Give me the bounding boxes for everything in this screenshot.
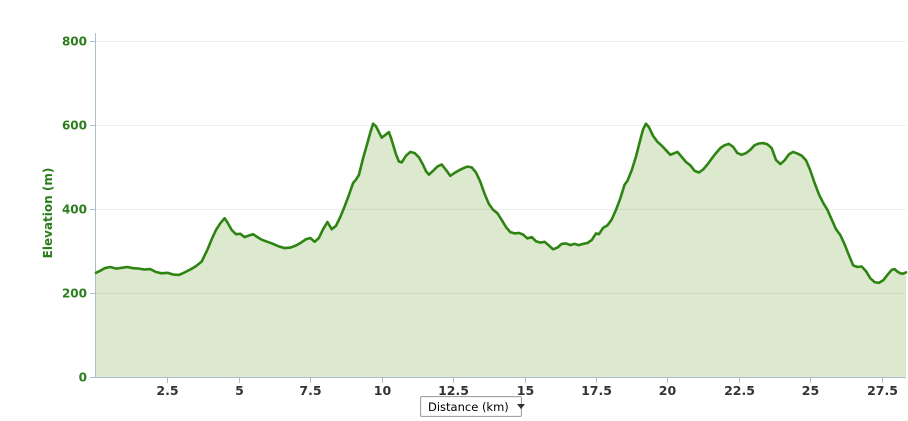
x-tick-label: 15 (517, 383, 534, 398)
area-fill-path (96, 123, 906, 378)
caret-down-icon (516, 404, 525, 409)
x-tick-label: 25 (802, 383, 819, 398)
elevation-line (94, 122, 908, 285)
x-tick-label: 22.5 (724, 383, 755, 398)
gridlines (96, 41, 906, 294)
x-tick-label: 5 (235, 383, 244, 398)
x-tick-label: 10 (374, 383, 392, 398)
y-tick-label: 800 (62, 35, 87, 49)
y-tick-label: 0 (79, 371, 87, 385)
axis-labels: Elevation (m) 0 200 400 600 800 2.5 5 7.5 10 12.5… (41, 35, 898, 399)
distance-unit-select-label: Distance (km) (428, 399, 509, 414)
y-axis-title: Elevation (m) (41, 168, 55, 259)
y-tick-label: 400 (62, 203, 87, 217)
x-tick-label: 20 (659, 383, 677, 398)
elevation-line-path (94, 122, 908, 285)
x-tick-label: 12.5 (438, 383, 469, 398)
y-tick-label: 600 (62, 119, 87, 133)
x-tick-label: 7.5 (299, 383, 321, 398)
x-tick-label: 2.5 (156, 383, 178, 398)
y-tick-label: 200 (62, 287, 87, 301)
area-fill (96, 123, 906, 378)
distance-unit-select[interactable]: Distance (km) (420, 396, 525, 417)
x-tick-label: 17.5 (581, 383, 612, 398)
axes (90, 33, 906, 383)
x-tick-label: 27.5 (867, 383, 898, 398)
